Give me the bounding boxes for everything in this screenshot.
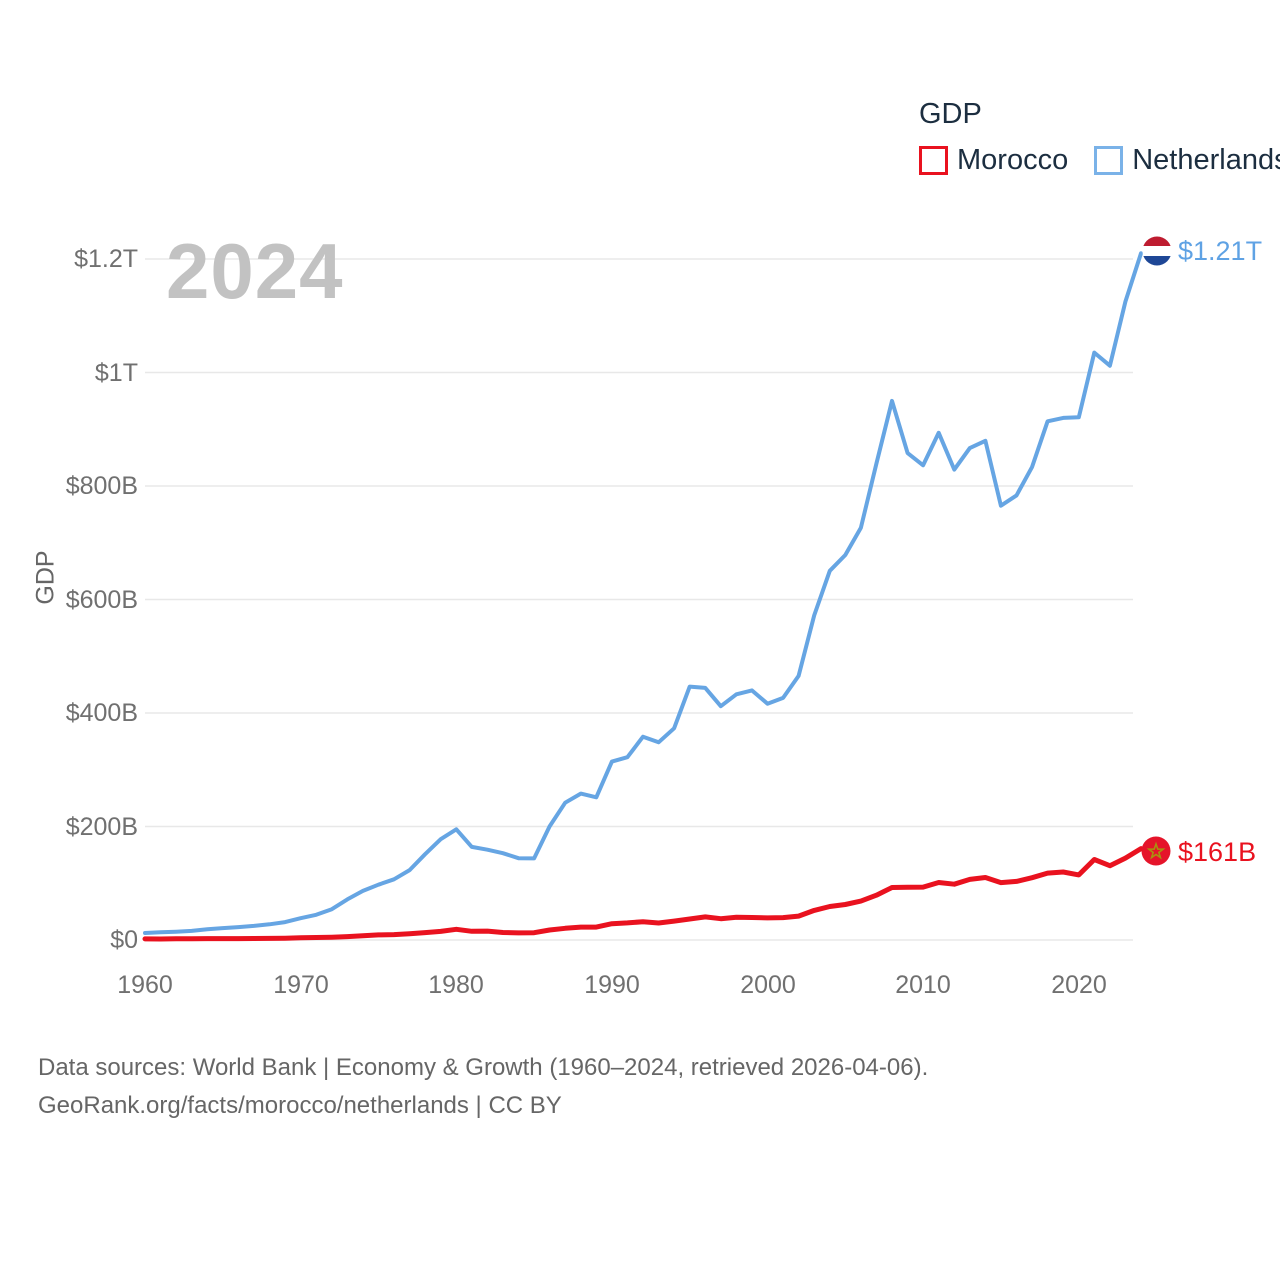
y-tick-200b: $200B (65, 813, 138, 841)
legend-title: GDP (919, 98, 982, 130)
x-tick-2010: 2010 (895, 971, 951, 999)
morocco-swatch-icon (919, 146, 948, 175)
footer-attribution: GeoRank.org/facts/morocco/netherlands | … (38, 1092, 562, 1119)
legend-item-label: Netherlands (1132, 144, 1280, 176)
y-tick-0: $0 (110, 926, 138, 954)
netherlands-value-label: $1.21T (1178, 236, 1263, 266)
x-tick-1960: 1960 (117, 971, 173, 999)
legend-item-label: Morocco (957, 144, 1069, 176)
netherlands-flag-icon (1142, 236, 1172, 266)
netherlands-line[interactable] (143, 251, 1143, 935)
morocco-line[interactable] (142, 846, 1144, 942)
x-tick-1970: 1970 (273, 971, 329, 999)
legend-item-morocco[interactable]: Morocco (919, 144, 1068, 177)
y-tick-400b: $400B (65, 699, 138, 727)
y-axis-title: GDP (31, 550, 60, 605)
x-tick-2020: 2020 (1051, 971, 1107, 999)
legend-items: Morocco Netherlands (919, 144, 1280, 177)
x-tick-2000: 2000 (740, 971, 796, 999)
y-tick-800b: $800B (65, 472, 138, 500)
morocco-flag-icon (1141, 836, 1171, 866)
y-tick-600b: $600B (65, 586, 138, 614)
footer: Data sources: World Bank | Economy & Gro… (38, 1049, 928, 1125)
legend-item-netherlands[interactable]: Netherlands (1094, 144, 1280, 177)
y-tick-1t: $1T (94, 359, 138, 387)
year-watermark: 2024 (166, 227, 344, 315)
x-tick-1990: 1990 (584, 971, 640, 999)
y-tick-1-2t: $1.2T (74, 245, 138, 273)
legend: GDP Morocco Netherlands (919, 98, 1280, 177)
footer-sources: Data sources: World Bank | Economy & Gro… (38, 1054, 929, 1081)
x-tick-1980: 1980 (428, 971, 484, 999)
netherlands-swatch-icon (1094, 146, 1124, 175)
morocco-value-label: $161B (1178, 837, 1257, 867)
